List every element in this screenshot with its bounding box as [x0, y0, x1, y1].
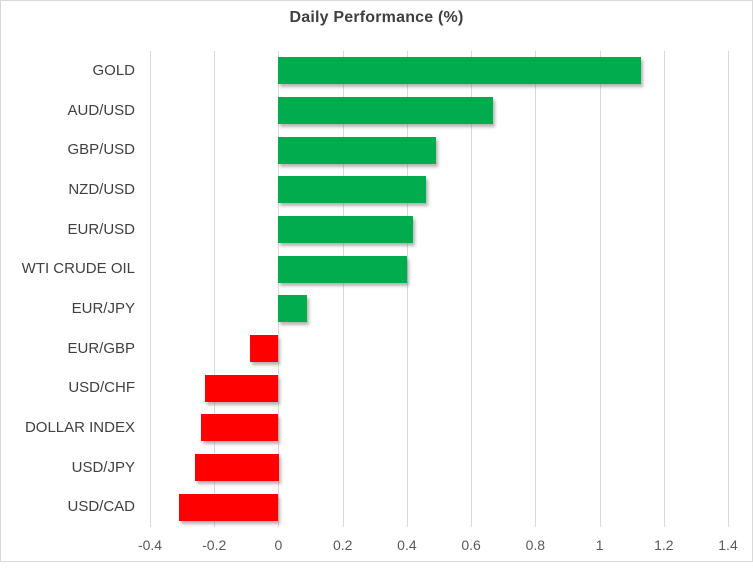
x-tick-0.8: 0.8: [525, 537, 546, 553]
gridline-1.4: [728, 51, 729, 527]
category-axis-labels: GOLD AUD/USD GBP/USD NZD/USD EUR/USD WTI CRUD…: [0, 51, 135, 527]
x-tick-0.2: 0.2: [332, 537, 353, 553]
gridline-1.2: [663, 51, 665, 527]
bar-gold: [278, 57, 642, 85]
gridline-1: [599, 51, 601, 527]
gridline-0.6: [471, 51, 473, 527]
x-tick--0.4: -0.4: [137, 537, 163, 553]
bar-eur-usd: [278, 216, 414, 243]
bar-dollar-index: [201, 414, 279, 442]
plot-area: [150, 51, 729, 527]
gridline--0.2: [214, 51, 216, 527]
category-label-eur-gbp: EUR/GBP: [67, 339, 135, 357]
gridline-0.2: [342, 51, 344, 527]
bar-usd-jpy: [195, 454, 279, 481]
bar-wti-crude-oil: [278, 255, 407, 283]
category-label-nzd-usd: NZD/USD: [68, 180, 135, 198]
x-axis-tick-labels: -0.4 -0.2 0 0.2 0.4 0.6 0.8 1 1.2 1.4: [138, 537, 738, 557]
bar-aud-usd: [278, 97, 494, 124]
gridline-0.4: [406, 51, 408, 527]
category-label-eur-usd: EUR/USD: [67, 220, 135, 238]
x-tick-1.4: 1.4: [718, 537, 738, 553]
x-tick-1: 1: [595, 537, 604, 553]
category-label-gold: GOLD: [92, 61, 135, 79]
bar-usd-cad: [178, 493, 279, 521]
bar-eur-gbp: [249, 335, 279, 362]
bar-gbp-usd: [278, 136, 436, 164]
x-tick--0.2: -0.2: [202, 537, 227, 553]
category-label-usd-cad: USD/CAD: [67, 498, 135, 516]
bar-eur-jpy: [278, 295, 308, 323]
x-tick-1.2: 1.2: [654, 537, 674, 553]
gridline-0: [278, 51, 280, 527]
x-tick-0: 0: [274, 537, 283, 553]
category-label-usd-chf: USD/CHF: [68, 379, 135, 397]
category-label-usd-jpy: USD/JPY: [71, 458, 135, 476]
bar-nzd-usd: [278, 176, 427, 204]
x-tick-0.6: 0.6: [461, 537, 481, 553]
gridline--0.4: [150, 51, 151, 527]
category-label-eur-jpy: EUR/JPY: [71, 299, 135, 317]
bar-usd-chf: [204, 374, 279, 402]
category-label-wti-crude-oil: WTI CRUDE OIL: [21, 260, 135, 278]
category-label-aud-usd: AUD/USD: [67, 101, 135, 119]
category-label-dollar-index: DOLLAR INDEX: [24, 418, 135, 436]
gridline-0.8: [535, 51, 537, 527]
category-label-gbp-usd: GBP/USD: [67, 141, 135, 159]
x-tick-0.4: 0.4: [397, 537, 417, 553]
chart-title: Daily Performance (%): [289, 9, 464, 26]
